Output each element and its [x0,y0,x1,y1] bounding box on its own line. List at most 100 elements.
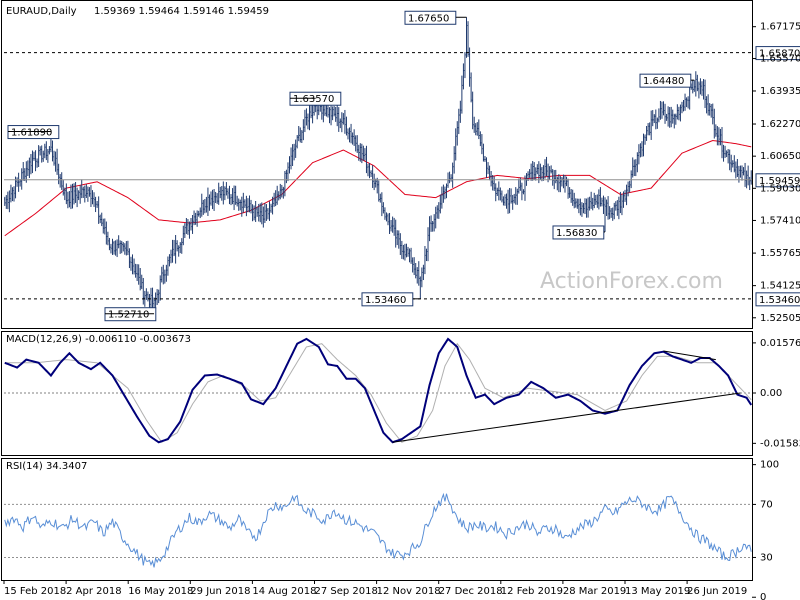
candle [521,182,523,201]
candle [425,248,428,262]
candle [499,187,502,201]
candle [84,185,86,203]
candle [701,81,703,96]
candle [73,183,75,205]
candle [610,208,612,218]
candle [435,206,437,229]
macd-trendline-upper [663,350,716,361]
candle [533,162,535,180]
candle [67,191,69,209]
candle [411,257,414,273]
candle [628,180,631,193]
candle [114,240,117,256]
candle [341,112,343,133]
candle [718,127,720,146]
candle [590,191,592,209]
price-tick-label: 1.52505 [760,313,800,324]
candle [93,192,95,207]
candle [453,146,455,174]
candle [367,163,369,177]
candle [530,163,532,181]
candle [230,194,232,206]
candle [42,150,44,162]
candle [485,157,488,178]
candle [641,141,643,157]
candle [476,122,478,136]
candle [344,109,346,134]
candle [490,170,492,187]
candle [615,201,617,211]
candle [10,184,12,203]
candle [345,116,348,136]
candle [635,159,637,177]
candle [170,249,172,264]
candle [444,186,446,200]
price-annotation: 1.52710 [108,310,149,321]
candle [256,206,258,217]
candle [692,79,694,94]
candle [724,145,726,158]
candle [716,126,719,146]
candle [8,190,11,213]
candle [478,119,480,140]
candle [34,150,37,172]
price-tick-label: 1.62270 [760,119,800,130]
candle [702,79,705,100]
candle [488,165,491,181]
macd-title: MACD(12,26,9) -0.006110 -0.003673 [6,334,191,345]
price-tick-label: 1.63935 [760,86,800,97]
candle [301,130,303,144]
candle [682,100,685,112]
candle [68,191,71,208]
candle [439,194,442,214]
candle [687,96,689,109]
candle [110,243,112,254]
candle [90,185,92,207]
candle [53,150,55,166]
candle [505,193,508,209]
candle [111,238,114,255]
candle [288,156,291,174]
candle [311,104,314,124]
candle [104,218,106,235]
candle [556,176,559,191]
candle [37,145,40,168]
candle [308,104,311,131]
candle [570,189,572,203]
candle [547,163,549,183]
rsi-panel-frame [1,458,753,581]
candle [19,179,21,187]
candle [210,191,212,206]
candle [245,195,248,217]
candle [117,235,120,249]
candle [5,195,8,209]
candle [419,276,422,299]
candle [51,140,54,162]
price-panel [4,17,752,314]
candle [427,227,429,262]
candle [388,212,391,235]
candle [678,106,680,121]
candle [271,196,274,215]
price-annotation: 1.61890 [11,128,52,139]
candle [742,167,745,176]
candle [441,186,443,209]
candle [134,263,137,278]
candle [516,188,518,205]
candle [330,105,332,126]
candle [630,170,632,189]
candle [33,151,35,161]
candle [599,187,602,207]
rsi-panel [4,492,752,568]
candle [188,221,191,239]
candle [673,113,675,129]
rsi-line [4,492,752,568]
candle [656,117,659,129]
candle [707,94,709,116]
price-annotation: 1.56830 [556,228,597,239]
candle [177,245,180,257]
candle [22,162,24,181]
candle [228,185,231,205]
candle [30,154,32,175]
axes: 1.67175 1.65570 1.63935 1.62270 1.60650 1.590… [3,22,800,600]
